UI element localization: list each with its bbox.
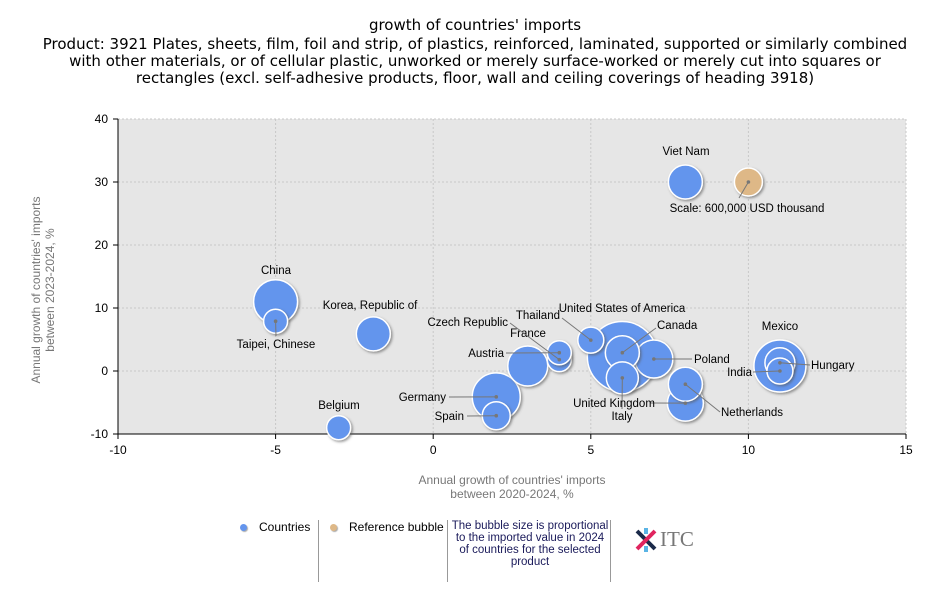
- x-tick-label: 0: [430, 443, 437, 457]
- x-tick-label: 15: [899, 443, 913, 457]
- leader-dot: [273, 319, 278, 324]
- leader-line: [752, 370, 780, 373]
- y-axis-label: Annual growth of countries' imports: [29, 196, 43, 383]
- x-axis-label: between 2020-2024, %: [450, 487, 574, 501]
- leader-line: [622, 327, 657, 354]
- data-label: Italy: [611, 411, 632, 423]
- x-tick-label: -10: [109, 443, 127, 457]
- x-tick-label: 10: [742, 443, 756, 457]
- data-label: Czech Republic: [427, 317, 508, 329]
- y-tick-label: -10: [91, 427, 109, 441]
- leader-dot: [620, 350, 625, 355]
- data-label: France: [510, 328, 546, 340]
- divider: [318, 520, 319, 582]
- bubble-korea-republic-of: [355, 316, 392, 352]
- reference-legend-marker: [330, 524, 337, 531]
- bubble-belgium: [325, 414, 352, 441]
- data-label: Spain: [435, 411, 464, 423]
- leader-line: [509, 322, 560, 361]
- data-label: Germany: [399, 392, 447, 404]
- countries-legend-marker: [240, 524, 247, 531]
- leader-dot: [683, 401, 688, 405]
- data-label: Netherlands: [721, 407, 783, 419]
- leader-line: [561, 317, 592, 341]
- data-label: Scale: 600,000 USD thousand: [670, 203, 825, 215]
- itc-logo-icon: [635, 527, 657, 552]
- data-label: Viet Nam: [662, 146, 709, 158]
- leader-dot: [494, 395, 499, 399]
- leader-dot: [778, 361, 782, 365]
- legend-label: Countries: [259, 520, 311, 534]
- y-tick-label: 30: [95, 175, 109, 189]
- leader-dot: [778, 369, 782, 373]
- data-label: Austria: [468, 348, 504, 360]
- data-label: Belgium: [318, 400, 360, 412]
- leader-dot: [557, 350, 562, 355]
- leader-dot: [557, 357, 562, 362]
- bubble-viet-nam: [667, 164, 704, 200]
- legend-label: Reference bubble: [349, 520, 444, 534]
- data-label: India: [727, 367, 753, 379]
- divider: [447, 520, 448, 582]
- x-tick-label: -5: [270, 443, 281, 457]
- data-label: Poland: [694, 354, 730, 366]
- data-label: Mexico: [762, 321, 798, 333]
- itc-logo-text: ITC: [660, 527, 694, 551]
- y-axis-label: between 2023-2024, %: [43, 228, 57, 352]
- legend-countries[interactable]: Countries: [240, 520, 310, 534]
- data-label: China: [261, 265, 292, 277]
- leader-line: [685, 383, 721, 413]
- itc-logo: ITC: [634, 527, 694, 552]
- chart-subtitle: Product: 3921 Plates, sheets, film, foil…: [42, 35, 908, 87]
- y-tick-label: 20: [95, 238, 109, 252]
- leader-dot: [746, 180, 751, 184]
- leader-dot: [620, 376, 625, 380]
- data-label: United States of America: [559, 303, 686, 315]
- chart-title: growth of countries' imports: [368, 16, 582, 34]
- bubble-france: [507, 345, 549, 387]
- legend-note: The bubble size is proportional to the i…: [451, 520, 609, 568]
- leader-line: [779, 362, 811, 366]
- y-tick-label: 10: [95, 301, 109, 315]
- leader-line: [738, 181, 749, 199]
- leader-dot: [683, 382, 688, 387]
- legend-reference[interactable]: Reference bubble: [330, 520, 444, 534]
- y-tick-label: 0: [101, 364, 108, 378]
- x-tick-label: 5: [587, 443, 594, 457]
- data-label: Canada: [657, 320, 698, 332]
- data-label: Hungary: [811, 360, 855, 372]
- data-label: United Kingdom: [573, 398, 655, 410]
- leader-dot: [589, 338, 593, 342]
- data-label: Taipei, Chinese: [237, 339, 316, 351]
- data-label: Korea, Republic of: [323, 300, 418, 312]
- x-axis-label: Annual growth of countries' imports: [418, 473, 605, 487]
- y-tick-label: 40: [95, 112, 109, 126]
- leader-dot: [494, 413, 499, 418]
- divider: [610, 520, 611, 582]
- data-label: Thailand: [516, 310, 560, 322]
- leader-dot: [652, 357, 656, 361]
